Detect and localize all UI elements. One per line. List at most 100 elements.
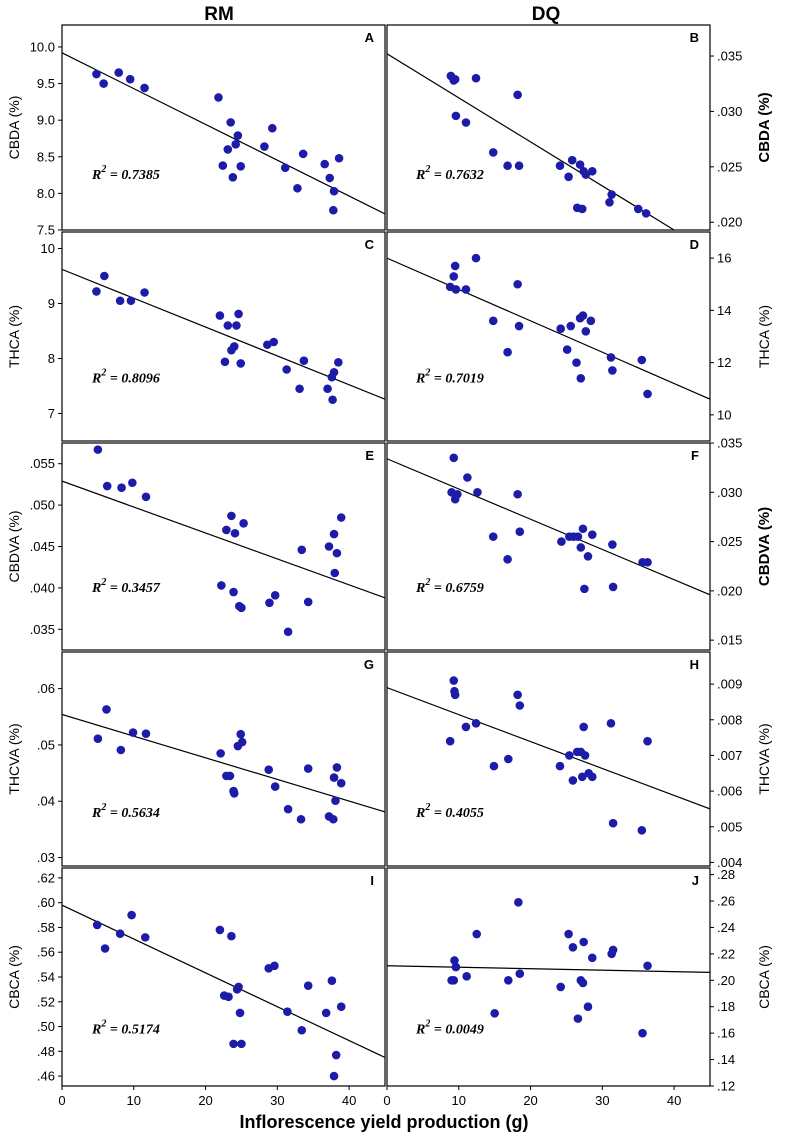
panel-d-data-point [449, 272, 459, 281]
panel-i-data-point [303, 981, 313, 990]
panel-c-data-point [126, 296, 136, 306]
panel-h-ytick-label: .006 [717, 784, 742, 799]
panel-e-data-point [227, 511, 236, 521]
panel-j-data-point [450, 956, 459, 965]
panel-d-data-point [608, 366, 617, 375]
panel-c-ytick-label: 7 [48, 406, 55, 421]
panel-d-ytick-label: 16 [717, 251, 731, 266]
panel-h-data-point [445, 736, 455, 746]
panel-c-y-axis-label: THCA (%) [6, 305, 22, 368]
panel-e-ytick-label: .055 [30, 456, 55, 471]
panel-d-y-axis-label: THCA (%) [756, 305, 772, 368]
panel-h-r2-exponent: 2 [424, 802, 430, 813]
panel-j-y-axis-label: CBCA (%) [756, 945, 772, 1009]
panel-e-data-point [102, 481, 112, 491]
panel-b-ytick-label: .025 [717, 159, 742, 174]
panel-e-ytick-label: .035 [30, 622, 55, 637]
panel-d-r2-exponent: 2 [424, 367, 430, 378]
panel-f-data-point [449, 453, 459, 463]
panel-h: H R2 = 0.4055 .004 .005 .006 .007 .008 .009 THCV… [386, 651, 772, 870]
panel-j-data-point [514, 898, 523, 907]
panel-j-data-point [583, 1002, 593, 1012]
panel-a-ytick-label: 7.5 [37, 223, 55, 238]
panel-i-data-point [92, 920, 102, 930]
panel-e-data-point [93, 445, 103, 454]
panel-g-r2-label: R2 = 0.5634 [91, 802, 160, 821]
panel-c-data-point [236, 359, 246, 368]
panel-b-ytick-label: .020 [717, 215, 742, 230]
panel-j-ytick-label: .28 [717, 867, 735, 882]
panel-f-data-point [513, 489, 522, 499]
panel-j-xtick-label: 0 [383, 1093, 390, 1108]
panel-c-data-point [323, 384, 332, 394]
panel-d-regression-line [387, 257, 710, 400]
panel-d-data-point [514, 321, 524, 331]
panel-i-ytick-label: .52 [37, 994, 55, 1009]
panel-d-data-point [576, 374, 586, 383]
panel-i-data-point [140, 933, 150, 942]
panel-j-data-point [578, 978, 588, 988]
panel-i-r2-label: R2 = 0.5174 [91, 1019, 160, 1038]
panel-g-r2-value: = 0.5634 [106, 806, 159, 821]
panel-b-data-point [607, 190, 616, 199]
panel-b-data-point [581, 170, 591, 179]
panel-g-regression-line [62, 713, 385, 813]
panel-i-data-point [331, 1050, 341, 1060]
panel-c-data-point [234, 309, 243, 319]
panel-f-data-point [453, 489, 462, 499]
panel-j-ytick-label: .26 [717, 894, 735, 909]
panel-c-ytick-label: 9 [48, 296, 55, 311]
panel-f-data-point [463, 473, 472, 482]
panel-b-data-point [641, 209, 651, 218]
panel-j-data-point [472, 929, 482, 939]
panel-i-xtick-label: 40 [342, 1093, 356, 1108]
panel-d-r2-value: = 0.7019 [430, 371, 483, 386]
panel-e-data-point [324, 542, 334, 551]
panel-c: C R2 = 0.8096 7 8 9 10 THCA (%) [6, 231, 386, 442]
panel-e-ytick-label: .050 [30, 498, 55, 513]
panel-h-letter: H [690, 657, 699, 672]
panel-g-data-point [329, 814, 338, 824]
panel-h-data-point [606, 719, 616, 728]
panel-c-data-point [334, 358, 343, 367]
panel-g-data-point [236, 729, 246, 739]
panel-h-regression-line [387, 687, 710, 810]
panel-g-data-point [264, 765, 274, 774]
panel-a-data-point [298, 149, 308, 159]
panel-i-data-point [270, 961, 279, 971]
panel-h-data-point [513, 690, 522, 700]
panel-b-data-point [605, 197, 614, 207]
panel-j-ytick-label: .16 [717, 1026, 735, 1041]
panel-a-data-point [140, 83, 149, 93]
panel-i-xtick-label: 0 [58, 1093, 65, 1108]
panel-g-ytick-label: .05 [37, 737, 55, 752]
panel-f-frame [386, 442, 711, 651]
panel-g-data-point [225, 771, 235, 781]
panel-i-ytick-label: .54 [37, 970, 55, 985]
panel-h-data-point [565, 751, 574, 760]
panel-a-y-axis-label: CBDA (%) [6, 96, 22, 160]
panel-j-ytick-label: .18 [717, 999, 735, 1014]
panel-g-data-point [229, 789, 239, 798]
panel-f-ytick-label: .030 [717, 485, 742, 500]
panel-a-ytick-label: 9.0 [37, 113, 55, 128]
panel-c-data-point [215, 311, 225, 320]
panel-c-data-point [329, 367, 339, 377]
panel-h-data-point [568, 776, 578, 785]
panel-j-xtick-label: 20 [523, 1093, 537, 1108]
panel-g-data-point [141, 729, 151, 738]
panel-a-r2-value: = 0.7385 [106, 168, 159, 183]
panel-f-data-point [580, 584, 589, 594]
panel-d-ytick-label: 10 [717, 407, 731, 422]
panel-a-data-point [329, 205, 338, 215]
panel-b-data-point [471, 73, 481, 83]
panel-e-r2-symbol: R [91, 581, 101, 596]
panel-e-data-point [239, 519, 248, 528]
panel-b-data-point [461, 118, 471, 127]
panel-i-data-point [235, 1008, 245, 1018]
panel-b-r2-exponent: 2 [424, 164, 430, 175]
panel-j-ytick-label: .12 [717, 1079, 735, 1094]
panel-d-data-point [451, 285, 461, 294]
panel-d-data-point [471, 253, 481, 263]
panel-a-r2-exponent: 2 [100, 164, 106, 175]
